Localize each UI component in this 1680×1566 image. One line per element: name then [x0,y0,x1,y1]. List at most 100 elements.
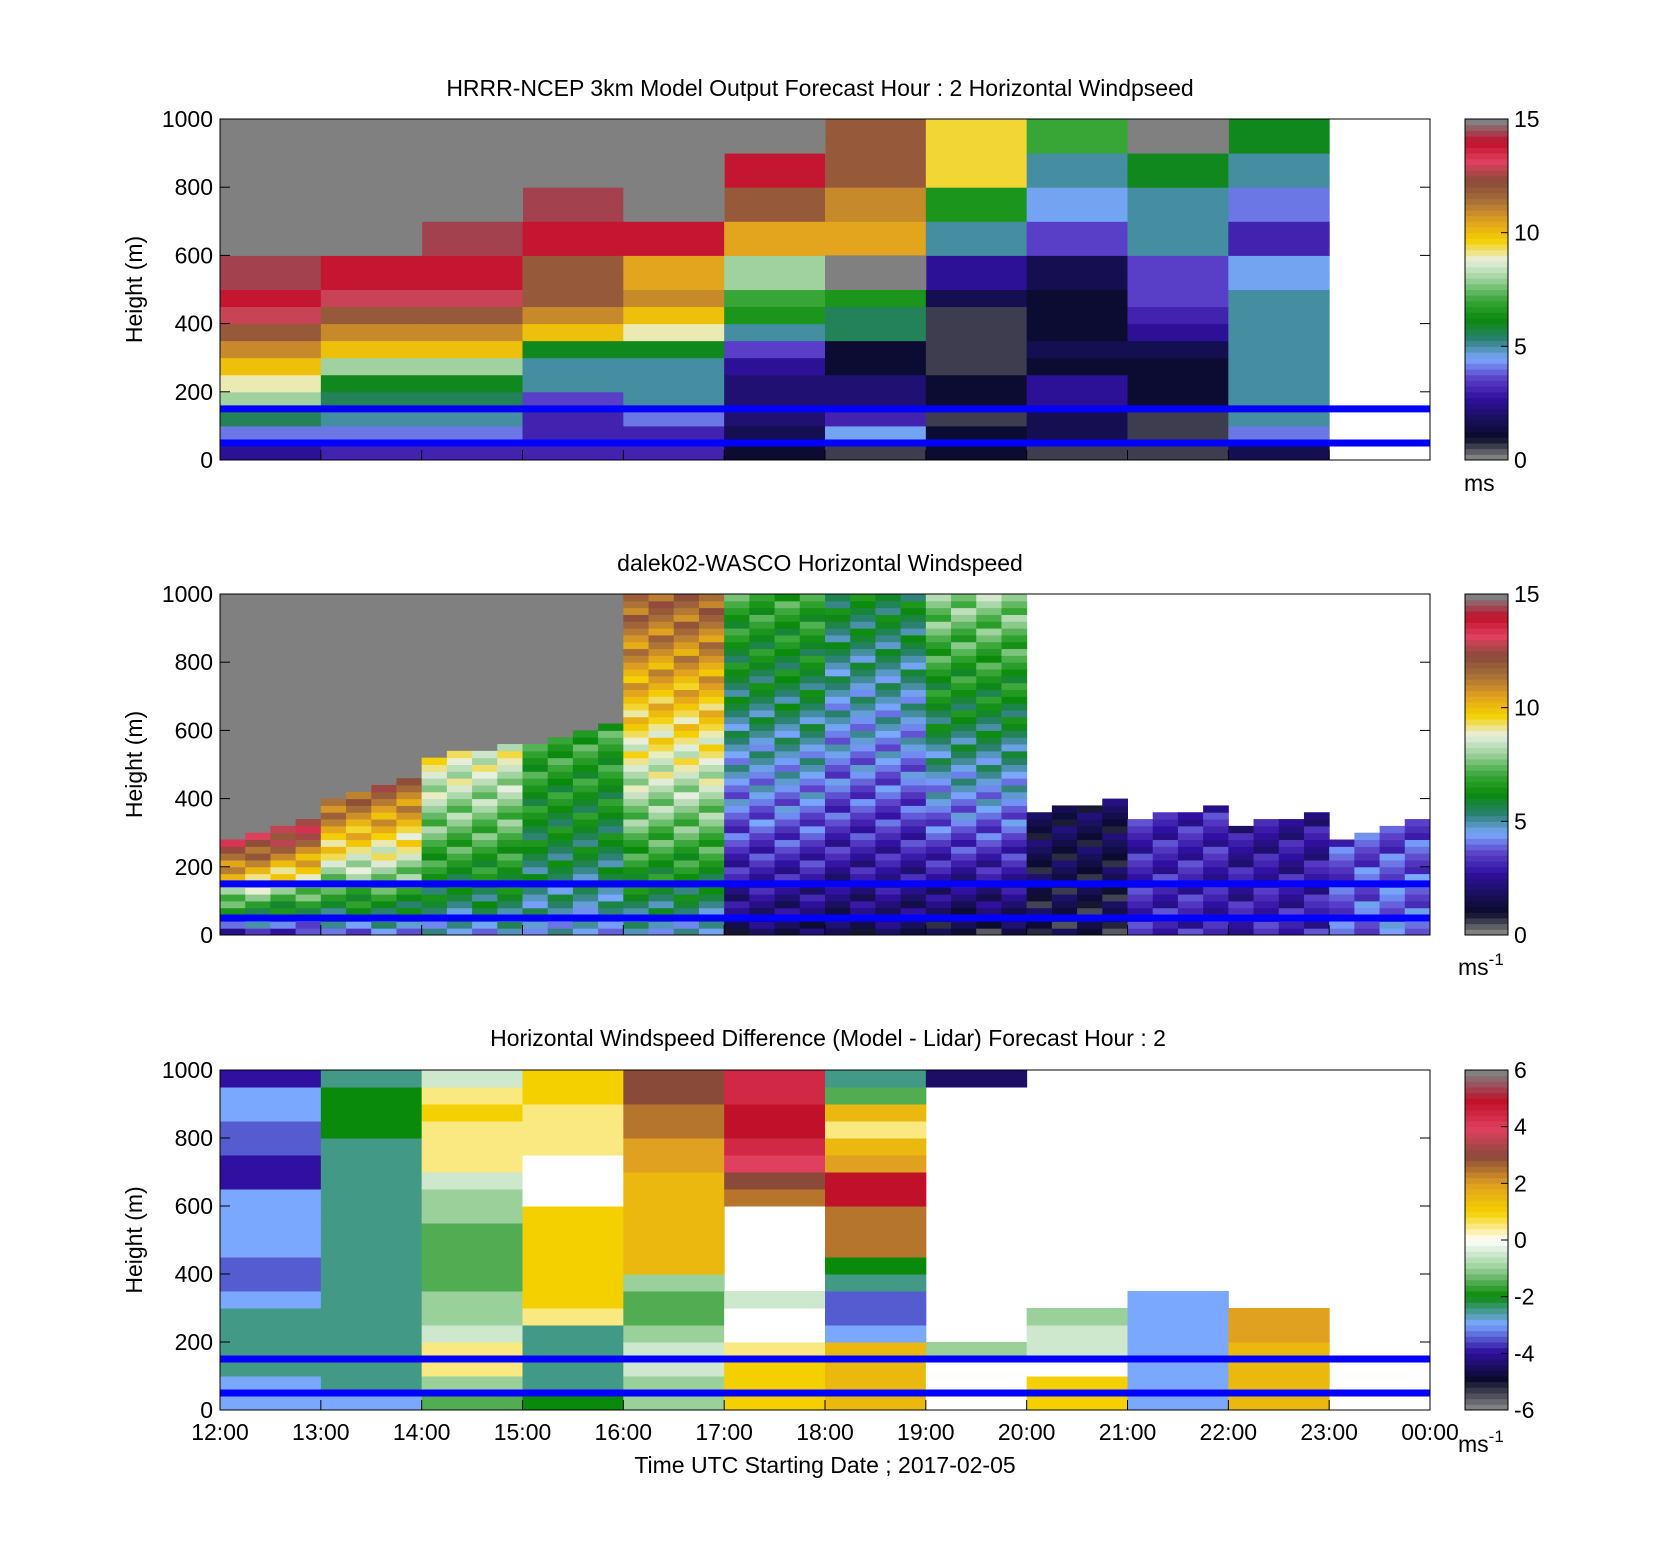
heatmap-cell [749,669,776,677]
heatmap-cell [698,730,725,738]
heatmap-cell [446,757,473,765]
heatmap-cell [497,900,523,909]
colorbar-segment [1465,221,1508,228]
heatmap-cell [421,340,523,359]
heatmap-cell [825,805,851,813]
heatmap-cell [900,730,927,738]
panel-lidar-heatmap [220,594,1431,936]
heatmap-cell [623,887,650,895]
heatmap-cell [774,791,801,800]
heatmap-cell [245,866,271,875]
heatmap-cell [270,894,297,902]
heatmap-cell [1001,628,1028,636]
heatmap-cell [598,798,624,806]
colorbar-segment [1465,1098,1508,1105]
colorbar-segment [1465,278,1508,285]
heatmap-cell [1278,825,1305,834]
heatmap-cell [1177,866,1204,875]
heatmap-cell [547,866,574,875]
heatmap-cell-nodata [245,594,271,836]
heatmap-cell [724,900,750,909]
heatmap-cell [472,764,498,772]
heatmap-cell [346,859,372,868]
panel-lidar-ylabel: Height (m) [121,711,147,818]
colorbar-segment [1465,1245,1508,1252]
heatmap-cell [446,812,473,820]
heatmap-cell-nodata [724,119,826,137]
heatmap-cell [1228,306,1330,325]
heatmap-cell [925,289,1028,308]
heatmap-cell [1001,846,1028,854]
heatmap-cell [698,894,725,902]
heatmap-cell [623,357,725,376]
heatmap-cell [270,900,297,909]
heatmap-cell [220,839,246,847]
heatmap-cell [1102,866,1128,875]
heatmap-cell [875,662,902,670]
heatmap-cell-nodata [724,136,826,154]
heatmap-cell [1001,737,1028,745]
heatmap-cell [572,900,599,909]
heatmap-cell [774,730,801,738]
heatmap-cell [698,819,725,827]
heatmap-cell [1077,846,1103,854]
heatmap-cell [724,784,750,793]
colorbar-segment [1465,1364,1508,1371]
heatmap-cell-nodata [497,594,523,746]
colorbar-segment [1465,403,1508,410]
heatmap-cell [1152,900,1179,909]
heatmap-cell [220,357,322,376]
heatmap-cell [1253,825,1280,834]
heatmap-cell [749,600,776,609]
heatmap-cell [1228,408,1330,427]
heatmap-cell [724,921,750,929]
heatmap-cell [396,805,423,813]
heatmap-cell [1329,873,1355,881]
heatmap-cell [1228,894,1255,902]
heatmap-cell [1026,255,1128,273]
heatmap-cell [270,887,297,895]
heatmap-cell [623,374,725,393]
heatmap-cell [875,846,902,854]
heatmap-cell [1228,340,1330,359]
heatmap-cell [825,442,927,461]
heatmap-cell [522,764,549,772]
heatmap-cell [673,641,700,650]
heatmap-cell [925,357,1028,376]
heatmap-cell [220,340,322,359]
heatmap-cell [976,894,1002,902]
colorbar-tick-label: 5 [1514,808,1527,834]
heatmap-cell [900,696,927,704]
heatmap-cell [749,750,776,759]
heatmap-cell [472,825,498,834]
heatmap-cell [648,641,675,650]
heatmap-cell [1203,873,1229,881]
heatmap-cell [951,866,977,875]
heatmap-cell [623,1104,725,1122]
heatmap-cell [724,621,750,629]
heatmap-cell [799,703,826,711]
heatmap-cell-nodata [220,187,322,205]
heatmap-cell [1303,894,1330,902]
colorbar-segment [1465,1217,1508,1224]
heatmap-cell [875,907,902,916]
heatmap-cell [1329,846,1355,854]
heatmap-cell [825,1376,927,1394]
heatmap-cell [825,1291,927,1309]
heatmap-cell [825,614,851,622]
heatmap-cell [598,839,624,847]
heatmap-cell [698,873,725,881]
heatmap-cell [875,784,902,793]
heatmap-cell [522,887,549,895]
heatmap-cell [472,839,498,847]
heatmap-cell [673,798,700,806]
heatmap-cell [825,744,851,752]
heatmap-cell [346,812,372,820]
heatmap-cell [900,757,927,765]
heatmap-cell [371,887,397,895]
heatmap-cell [749,798,776,806]
heatmap-cell [320,1223,423,1241]
heatmap-cell [1001,621,1028,629]
heatmap-cell [1152,839,1179,847]
heatmap-cell [572,744,599,752]
